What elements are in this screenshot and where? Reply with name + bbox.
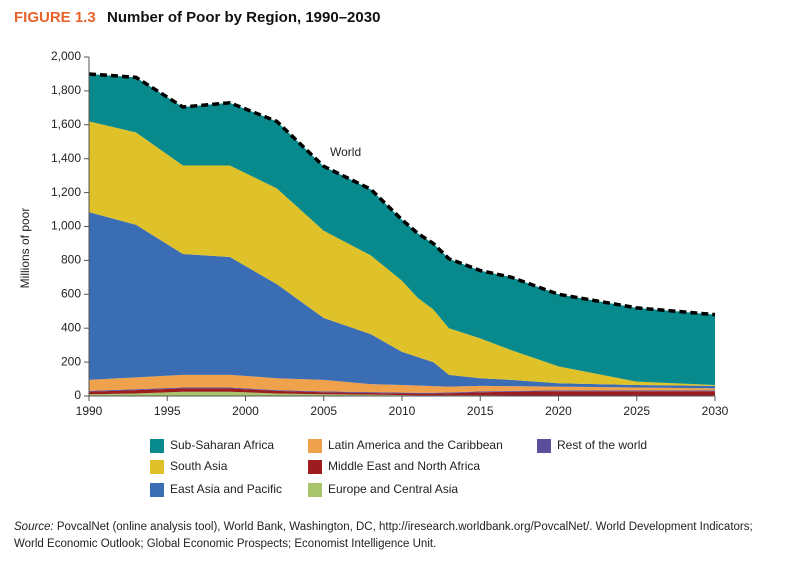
y-tick-label: 1,400	[51, 151, 81, 165]
legend-swatch	[308, 460, 322, 474]
x-tick-label: 1990	[76, 404, 103, 418]
legend-label: Sub-Saharan Africa	[170, 438, 274, 452]
legend-label: South Asia	[170, 459, 228, 473]
x-tick-label: 2005	[310, 404, 337, 418]
y-axis-label: Millions of poor	[18, 208, 32, 289]
area	[89, 121, 715, 386]
x-tick-label: 1995	[154, 404, 181, 418]
x-tick-label: 2000	[232, 404, 259, 418]
y-tick-label: 2,000	[51, 49, 81, 63]
y-tick-label: 1,800	[51, 83, 81, 97]
y-tick-label: 600	[61, 286, 81, 300]
legend-label: East Asia and Pacific	[170, 482, 282, 496]
legend-swatch	[150, 460, 164, 474]
chart-title: Number of Poor by Region, 1990–2030	[107, 9, 380, 26]
x-tick-label: 2010	[389, 404, 416, 418]
chart: FIGURE 1.3 Number of Poor by Region, 199…	[14, 9, 729, 497]
area	[89, 391, 715, 396]
x-tick-label: 2015	[467, 404, 494, 418]
area	[89, 73, 715, 385]
legend-swatch	[308, 483, 322, 497]
figure-label: FIGURE 1.3	[14, 9, 96, 26]
y-tick-label: 1,600	[51, 117, 81, 131]
area	[89, 212, 715, 389]
y-tick-label: 1,200	[51, 185, 81, 199]
total-annotation: World	[330, 145, 361, 159]
y-tick-label: 400	[61, 320, 81, 334]
legend-label: Latin America and the Caribbean	[328, 438, 503, 452]
area	[89, 374, 715, 393]
x-tick-label: 2030	[702, 404, 729, 418]
legend-swatch	[150, 483, 164, 497]
y-tick-label: 1,000	[51, 219, 81, 233]
legend-swatch	[308, 439, 322, 453]
total-line	[88, 72, 716, 317]
source-label: Source:	[14, 521, 54, 533]
x-tick-label: 2025	[623, 404, 650, 418]
source-text: PovcalNet (online analysis tool), World …	[14, 521, 753, 550]
legend-label: Europe and Central Asia	[328, 482, 458, 496]
y-tick-label: 800	[61, 253, 81, 267]
x-tick-label: 2020	[545, 404, 572, 418]
legend-swatch	[537, 439, 551, 453]
legend-label: Middle East and North Africa	[328, 459, 480, 473]
y-tick-label: 0	[74, 388, 81, 402]
area	[89, 388, 715, 396]
y-tick-label: 200	[61, 354, 81, 368]
legend-label: Rest of the world	[557, 438, 647, 452]
source-note: Source: PovcalNet (online analysis tool)…	[14, 519, 784, 553]
legend-swatch	[150, 439, 164, 453]
area	[89, 387, 715, 394]
